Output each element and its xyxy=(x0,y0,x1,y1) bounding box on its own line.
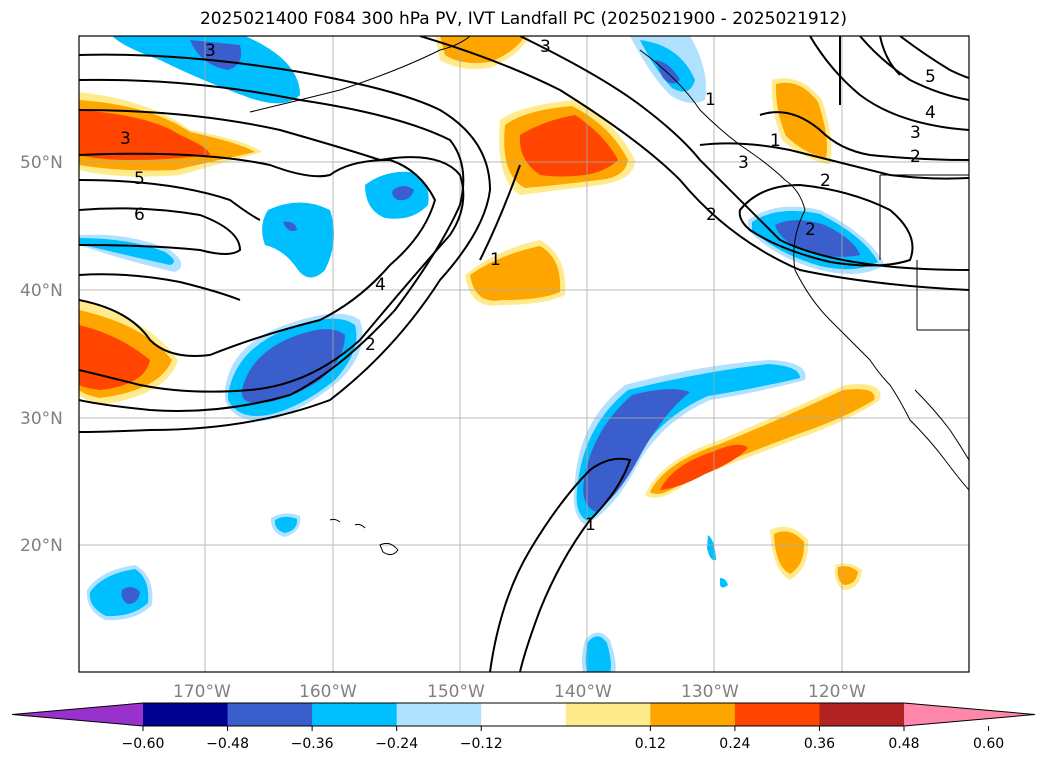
contour-label: 4 xyxy=(375,275,386,295)
colorbar-tick-label: −0.12 xyxy=(460,736,503,752)
colorbar-segment xyxy=(481,703,567,726)
lon-label: 160°W xyxy=(299,682,357,702)
pv-anomaly-fills xyxy=(79,36,885,672)
lat-label: 50°N xyxy=(20,153,63,173)
colorbar-tick-label: 0.48 xyxy=(888,736,919,752)
contour-label: 3 xyxy=(120,129,131,149)
contour-label: 1 xyxy=(770,131,781,151)
map-gridlines xyxy=(79,36,969,672)
lat-label: 40°N xyxy=(20,281,63,301)
colorbar-ticks: −0.60 −0.48 −0.36 −0.24 −0.12 0.12 0.24 0.36 0.4… xyxy=(122,726,1004,752)
colorbar-tick-label: −0.48 xyxy=(206,736,249,752)
contour-labels: 3 3 3 5 6 4 2 1 2 1 3 2 5 4 3 2 1 1 2 xyxy=(120,37,936,535)
contour-label: 3 xyxy=(910,123,921,143)
lat-label: 30°N xyxy=(20,409,63,429)
contour-label: 2 xyxy=(706,205,717,225)
lon-label: 120°W xyxy=(808,682,866,702)
contour-label: 3 xyxy=(540,37,551,57)
contour-label: 6 xyxy=(134,205,145,225)
contour-label: 5 xyxy=(134,169,145,189)
colorbar-tick-label: 0.60 xyxy=(973,736,1004,752)
colorbar-segment xyxy=(650,703,736,726)
contour-label: 2 xyxy=(820,171,831,191)
colorbar-segment xyxy=(312,703,398,726)
contour-label: 1 xyxy=(585,515,596,535)
lon-label: 140°W xyxy=(554,682,612,702)
colorbar-extend-low xyxy=(12,703,143,726)
longitude-labels: 170°W 160°W 150°W 140°W 130°W 120°W xyxy=(173,682,866,702)
colorbar-tick-label: 0.36 xyxy=(804,736,835,752)
contour-label: 1 xyxy=(490,250,501,270)
colorbar-tick-label: 0.24 xyxy=(719,736,750,752)
colorbar-tick-label: −0.24 xyxy=(375,736,418,752)
lon-label: 130°W xyxy=(681,682,739,702)
lat-label: 20°N xyxy=(20,536,63,556)
lon-label: 150°W xyxy=(427,682,485,702)
map-title: 2025021400 F084 300 hPa PV, IVT Landfall… xyxy=(199,9,847,29)
colorbar-segment xyxy=(227,703,313,726)
colorbar-tick-label: 0.12 xyxy=(635,736,666,752)
colorbar xyxy=(11,702,1036,727)
contour-label: 3 xyxy=(738,153,749,173)
latitude-labels: 50°N 40°N 30°N 20°N xyxy=(20,153,63,556)
contour-label: 3 xyxy=(205,41,216,61)
colorbar-extend-high xyxy=(904,703,1035,726)
contour-label: 4 xyxy=(925,103,936,123)
contour-label: 2 xyxy=(910,147,921,167)
colorbar-segment xyxy=(819,703,905,726)
colorbar-segment xyxy=(396,703,482,726)
lon-label: 170°W xyxy=(173,682,231,702)
colorbar-tick-label: −0.36 xyxy=(291,736,334,752)
ivt-contours xyxy=(79,36,969,672)
contour-label: 2 xyxy=(365,335,376,355)
contour-label: 5 xyxy=(925,67,936,87)
colorbar-tick-label: −0.60 xyxy=(122,736,165,752)
colorbar-segment xyxy=(143,703,229,726)
coastlines xyxy=(249,36,969,556)
contour-label: 2 xyxy=(805,220,816,240)
colorbar-segment xyxy=(565,703,651,726)
anomaly-positive xyxy=(79,92,262,177)
colorbar-segment xyxy=(734,703,820,726)
plot-frame xyxy=(78,35,970,673)
contour-label: 1 xyxy=(705,90,716,110)
